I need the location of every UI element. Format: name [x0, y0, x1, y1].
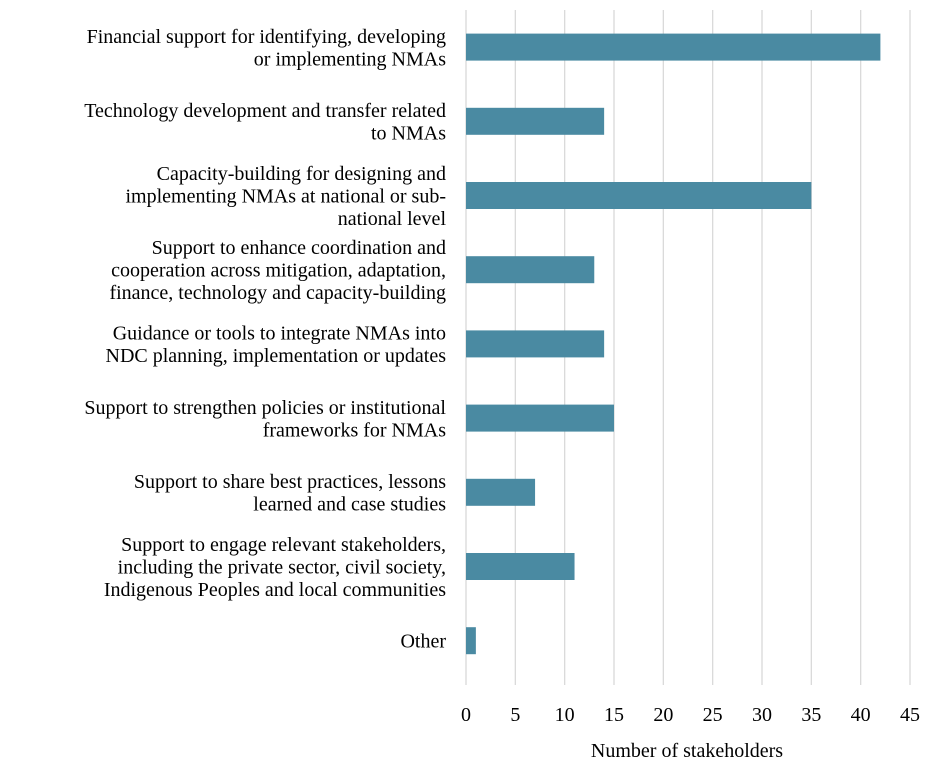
category-label-line: cooperation across mitigation, adaptatio… [111, 260, 446, 282]
category-label: Other [400, 631, 446, 653]
bar [466, 107, 605, 135]
category-label: Support to enhance coordination and coope… [109, 237, 446, 304]
bar [466, 553, 575, 580]
x-tick-label: 30 [752, 704, 772, 726]
bar [466, 182, 812, 209]
x-tick-label: 0 [461, 704, 471, 726]
category-label-line: Support to engage relevant stakeholders, [121, 534, 446, 556]
category-label: Support to strengthen policies or instit… [84, 397, 446, 442]
category-label: Capacity-building for designing and imple… [125, 163, 446, 230]
category-label-line: national level [338, 208, 447, 230]
category-label-line: Support to strengthen policies or instit… [84, 397, 446, 419]
bars [466, 33, 881, 655]
category-label-line: Other [400, 631, 446, 653]
x-tick-label: 10 [555, 704, 575, 726]
x-tick-label: 20 [653, 704, 673, 726]
category-label-line: to NMAs [371, 123, 446, 145]
x-tick-label: 45 [900, 704, 920, 726]
x-tick-label: 25 [703, 704, 723, 726]
x-tick-label: 15 [604, 704, 624, 726]
category-label-line: finance, technology and capacity-buildin… [109, 282, 446, 304]
category-label-line: frameworks for NMAs [263, 419, 447, 441]
bar [466, 330, 605, 358]
x-tick-label: 5 [510, 704, 520, 726]
x-tick-label: 40 [851, 704, 871, 726]
category-label: Support to share best practices, lessons… [134, 471, 446, 516]
x-tick-label: 35 [801, 704, 821, 726]
x-axis-title: Number of stakeholders [591, 740, 783, 758]
category-label: Technology development and transfer rela… [84, 100, 446, 145]
bar [466, 404, 614, 432]
bar [466, 33, 881, 61]
category-label-line: learned and case studies [253, 494, 446, 516]
category-label-line: implementing NMAs at national or sub- [125, 186, 446, 208]
category-label-line: NDC planning, implementation or updates [106, 345, 447, 367]
bar [466, 627, 476, 655]
category-label-line: Support to share best practices, lessons [134, 471, 446, 493]
bar [466, 478, 536, 506]
category-label-line: Support to enhance coordination and [152, 237, 446, 259]
bar [466, 256, 595, 284]
category-label-line: Capacity-building for designing and [157, 163, 446, 185]
category-label-line: Technology development and transfer rela… [84, 100, 446, 122]
x-tick-labels: 0 5 10 15 20 25 30 35 40 45 [461, 704, 920, 726]
category-label: Financial support for identifying, devel… [87, 26, 447, 71]
category-label-line: or implementing NMAs [254, 48, 446, 70]
category-label: Guidance or tools to integrate NMAs into… [106, 323, 447, 368]
category-label-line: Financial support for identifying, devel… [87, 26, 446, 48]
category-label: Support to engage relevant stakeholders,… [104, 534, 446, 601]
category-label-line: including the private sector, civil soci… [118, 557, 446, 579]
category-label-line: Indigenous Peoples and local communities [104, 579, 446, 601]
category-label-line: Guidance or tools to integrate NMAs into [113, 323, 446, 345]
category-labels: Financial support for identifying, devel… [84, 26, 446, 653]
